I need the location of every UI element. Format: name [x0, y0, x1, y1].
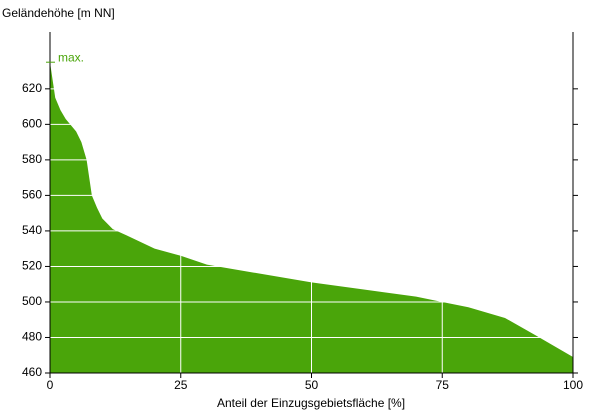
x-axis-label: Anteil der Einzugsgebietsfläche [%]: [217, 396, 405, 410]
y-tick-label: 620: [22, 81, 42, 95]
x-tick-label: 25: [174, 378, 188, 392]
x-tick-label: 50: [305, 378, 319, 392]
x-tick-label: 0: [47, 378, 54, 392]
max-label: max.: [58, 50, 84, 64]
y-tick-label: 560: [22, 188, 42, 202]
y-tick-label: 460: [22, 365, 42, 379]
y-tick-label: 480: [22, 330, 42, 344]
x-tick-label: 100: [563, 378, 583, 392]
y-tick-label: 600: [22, 117, 42, 131]
y-tick-label: 580: [22, 152, 42, 166]
y-tick-label: 540: [22, 223, 42, 237]
y-tick-label: 520: [22, 259, 42, 273]
x-tick-label: 75: [436, 378, 450, 392]
chart-title: Geländehöhe [m NN]: [2, 6, 115, 20]
y-tick-label: 500: [22, 294, 42, 308]
